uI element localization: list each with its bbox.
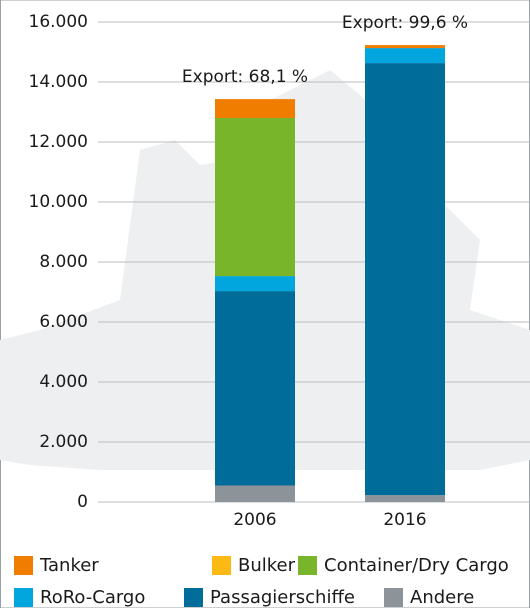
y-tick-label: 0 [77, 492, 88, 512]
x-tick-label: 2016 [383, 510, 426, 530]
y-tick-label: 2.000 [39, 432, 88, 452]
legend-swatch [14, 588, 33, 607]
chart: 0 2.000 4.000 6.000 8.000 10.000 12.000 14.000 1… [0, 0, 530, 608]
y-tick-label: 16.000 [29, 12, 88, 32]
bar-segment [365, 495, 445, 502]
legend-label: Andere [410, 587, 474, 608]
y-tick-label: 4.000 [39, 372, 88, 392]
legend-swatch [384, 588, 403, 607]
legend-label: Passagierschiffe [210, 587, 355, 608]
legend-label: Bulker [238, 555, 296, 576]
y-tick-label: 6.000 [39, 312, 88, 332]
bar-segment [365, 63, 445, 495]
legend-swatch [14, 556, 33, 575]
legend-label: Tanker [39, 555, 99, 576]
y-tick-label: 14.000 [29, 72, 88, 92]
legend-swatch [212, 556, 231, 575]
y-tick-label: 8.000 [39, 252, 88, 272]
bar-segment [365, 45, 445, 48]
bar-segment [215, 99, 295, 118]
legend-swatch [298, 556, 317, 575]
y-tick-label: 10.000 [29, 192, 88, 212]
x-tick-label: 2006 [233, 510, 276, 530]
bar-segment [215, 486, 295, 503]
annotation: Export: 68,1 % [182, 67, 308, 87]
bar-segment [215, 276, 295, 291]
bar-segment [365, 48, 445, 63]
bar-segment [215, 291, 295, 485]
legend-swatch [184, 588, 203, 607]
annotation: Export: 99,6 % [342, 13, 468, 33]
legend-label: RoRo-Cargo [40, 587, 145, 608]
legend-label: Container/Dry Cargo [324, 555, 509, 576]
bar-segment [215, 118, 295, 276]
y-tick-label: 12.000 [29, 132, 88, 152]
